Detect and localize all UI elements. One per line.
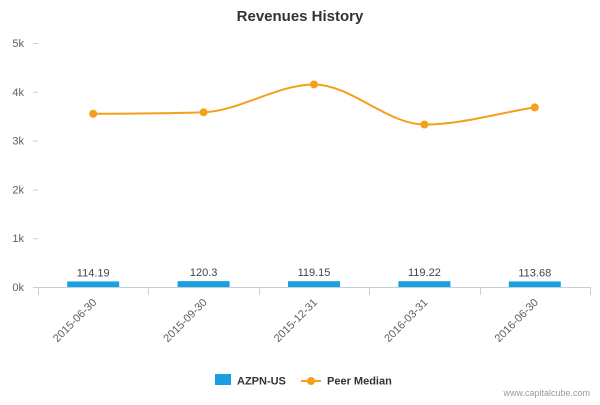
x-tick-label: 2016-03-31	[382, 297, 430, 345]
x-tick-label: 2015-09-30	[161, 297, 209, 345]
bar-data-labels: 114.19 120.3 119.15 119.22 113.68	[77, 267, 551, 279]
peer-median-point[interactable]	[310, 80, 318, 89]
y-tick-label: 1k	[12, 233, 24, 245]
legend-label-azpn: AZPN-US	[237, 376, 286, 388]
watermark: www.capitalcube.com	[502, 388, 590, 398]
y-tick-label: 4k	[12, 87, 24, 99]
bar[interactable]	[288, 281, 340, 287]
legend-item-azpn[interactable]: AZPN-US	[215, 374, 286, 388]
peer-median-point[interactable]	[420, 120, 429, 129]
x-tick-label: 2015-06-30	[51, 297, 99, 345]
bar[interactable]	[398, 281, 451, 287]
legend-marker-peer-median	[307, 377, 315, 385]
legend-label-peer-median: Peer Median	[327, 376, 392, 388]
x-tick-label: 2015-12-31	[272, 297, 320, 345]
bar-series	[67, 281, 561, 287]
legend-swatch-azpn	[215, 374, 231, 385]
bar-value-label: 114.19	[77, 267, 110, 279]
peer-median-point[interactable]	[199, 108, 208, 117]
bar-value-label: 113.68	[518, 267, 551, 279]
bar[interactable]	[177, 281, 230, 287]
bar-value-label: 119.22	[408, 267, 441, 279]
bar[interactable]	[508, 281, 561, 287]
y-tick-label: 0k	[12, 282, 24, 294]
peer-median-point[interactable]	[530, 103, 539, 112]
chart-title: Revenues History	[237, 8, 364, 25]
y-tick-label: 2k	[12, 184, 24, 196]
peer-median-line	[93, 83, 535, 126]
bar-value-label: 119.15	[298, 267, 331, 279]
bar-value-label: 120.3	[190, 267, 218, 279]
bar[interactable]	[67, 281, 120, 287]
legend-item-peer-median[interactable]: Peer Median	[301, 376, 392, 388]
y-axis: 0k 1k 2k 3k 4k 5k	[12, 38, 38, 294]
y-tick-label: 5k	[12, 38, 24, 50]
y-tick-label: 3k	[12, 136, 24, 148]
legend: AZPN-US Peer Median	[215, 374, 392, 388]
x-axis: 2015-06-30 2015-09-30 2015-12-31 2016-03-31…	[38, 287, 591, 345]
line-series	[89, 80, 539, 129]
x-tick-label: 2016-06-30	[493, 297, 541, 345]
peer-median-point[interactable]	[89, 109, 98, 118]
